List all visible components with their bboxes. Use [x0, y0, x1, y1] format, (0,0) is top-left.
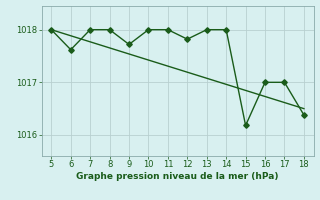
X-axis label: Graphe pression niveau de la mer (hPa): Graphe pression niveau de la mer (hPa)	[76, 172, 279, 181]
